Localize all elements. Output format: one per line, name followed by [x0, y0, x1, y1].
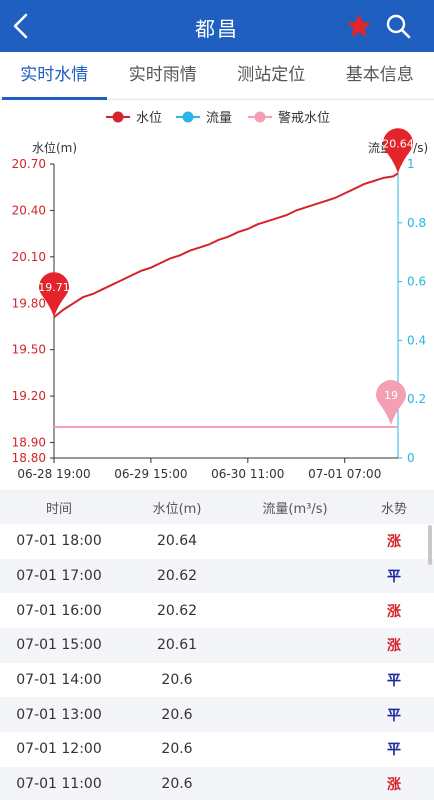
- y-tick-right-label: 1: [407, 157, 415, 171]
- table-body: 07-01 18:00 20.64 涨 07-01 17:00 20.62 平 07-01 …: [0, 524, 434, 800]
- scrollbar[interactable]: [428, 525, 432, 565]
- table-row[interactable]: 07-01 18:00 20.64 涨: [0, 524, 434, 559]
- x-ticks: 06-28 19:00 06-29 15:00 06-30 11:00 07-01 0…: [17, 458, 381, 481]
- legend-label-flow: 流量: [206, 111, 232, 126]
- cell-level: 20.62: [156, 568, 198, 585]
- pin-last-level-label: 20.64: [382, 137, 414, 150]
- y-tick-left-label: 20.10: [12, 250, 46, 264]
- pin-warning-level[interactable]: 19: [376, 380, 406, 426]
- cell-trend: 涨: [387, 534, 401, 551]
- x-tick-label: 07-01 07:00: [308, 467, 381, 481]
- y-tick-left-label: 18.80: [12, 451, 46, 465]
- cell-trend: 涨: [387, 603, 401, 620]
- header-level: 水位(m): [152, 501, 202, 517]
- cell-time: 07-01 11:00: [16, 776, 102, 793]
- cell-trend: 涨: [387, 777, 401, 794]
- cell-level: 20.64: [156, 533, 198, 550]
- y-tick-left-label: 19.50: [12, 343, 46, 357]
- x-tick-label: 06-28 19:00: [17, 467, 90, 481]
- cell-trend: 平: [387, 673, 401, 690]
- y-tick-left-label: 19.20: [12, 389, 46, 403]
- x-tick-label: 06-29 15:00: [114, 467, 187, 481]
- table-row[interactable]: 07-01 13:00 20.6 平: [0, 697, 434, 733]
- cell-time: 07-01 13:00: [16, 706, 102, 723]
- chart-svg: 水位 流量 警戒水位 水位(m) 流量(m³/s) 20: [12, 110, 429, 481]
- y-tick-left-label: 20.70: [12, 157, 46, 171]
- y-tick-right-label: 0.8: [407, 216, 426, 230]
- chevron-left-icon[interactable]: [6, 10, 36, 42]
- pin-last-level[interactable]: 20.64: [382, 128, 414, 174]
- cell-time: 07-01 16:00: [16, 602, 102, 619]
- cell-time: 07-01 17:00: [16, 568, 102, 585]
- tab-basic-info[interactable]: 基本信息: [345, 65, 414, 85]
- table-row[interactable]: 07-01 15:00 20.61 涨: [0, 628, 434, 663]
- cell-time: 07-01 15:00: [16, 637, 102, 654]
- table-row[interactable]: 07-01 11:00 20.6 涨: [0, 766, 434, 800]
- y-tick-left-label: 18.90: [12, 436, 46, 450]
- y-tick-left-label: 20.40: [12, 203, 46, 217]
- water-level-line: [53, 172, 399, 318]
- cell-trend: 平: [387, 569, 401, 586]
- table-row[interactable]: 07-01 17:00 20.62 平: [0, 558, 434, 594]
- cell-level: 20.6: [161, 741, 193, 758]
- search-icon[interactable]: [384, 12, 412, 40]
- star-icon[interactable]: [345, 12, 373, 40]
- page-title: 都昌: [195, 17, 239, 41]
- y-tick-right-label: 0.2: [407, 392, 426, 406]
- cell-time: 07-01 18:00: [16, 533, 102, 550]
- legend-label-water-level: 水位: [136, 111, 162, 126]
- cell-trend: 涨: [387, 638, 401, 655]
- cell-time: 07-01 14:00: [16, 672, 102, 689]
- header-flow: 流量(m³/s): [262, 501, 328, 517]
- header-trend: 水势: [380, 501, 407, 517]
- y-tick-right-label: 0.6: [407, 275, 426, 289]
- y-axis-left-label: 水位(m): [32, 140, 77, 155]
- y-tick-right-label: 0: [407, 451, 415, 465]
- table-row[interactable]: 07-01 12:00 20.6 平: [0, 732, 434, 767]
- cell-time: 07-01 12:00: [16, 741, 102, 758]
- y-ticks-right: 1 0.8 0.6 0.4 0.2 0: [398, 157, 426, 465]
- tab-bar: 实时水情 实时雨情 测站定位 基本信息: [0, 52, 434, 100]
- chart-legend: 水位 流量 警戒水位: [106, 110, 330, 126]
- table-row[interactable]: 07-01 14:00 20.6 平: [0, 663, 434, 698]
- tab-realtime-water[interactable]: 实时水情: [0, 52, 109, 100]
- cell-level: 20.6: [161, 776, 193, 793]
- chart-pins: 19.71 20.64 19: [38, 128, 414, 426]
- y-tick-right-label: 0.4: [407, 333, 426, 347]
- x-tick-label: 06-30 11:00: [211, 467, 284, 481]
- cell-level: 20.61: [156, 637, 198, 654]
- pin-first-level-label: 19.71: [38, 281, 70, 294]
- cell-level: 20.6: [161, 672, 193, 689]
- table-header: 时间 水位(m) 流量(m³/s) 水势: [0, 490, 434, 524]
- legend-item-flow[interactable]: 流量: [176, 111, 232, 126]
- cell-trend: 平: [387, 707, 401, 724]
- cell-level: 20.62: [156, 602, 198, 619]
- pin-first-level[interactable]: 19.71: [38, 272, 70, 318]
- table-row[interactable]: 07-01 16:00 20.62 涨: [0, 593, 434, 628]
- legend-item-warning-level[interactable]: 警戒水位: [248, 110, 330, 126]
- header-bar: 都昌: [0, 0, 434, 52]
- header-time: 时间: [45, 501, 72, 517]
- water-level-chart: 水位 流量 警戒水位 水位(m) 流量(m³/s) 20: [0, 100, 434, 490]
- pin-warning-level-label: 19: [384, 389, 398, 402]
- y-tick-left-label: 19.80: [12, 296, 46, 310]
- tab-realtime-rain[interactable]: 实时雨情: [128, 65, 197, 85]
- cell-level: 20.6: [161, 706, 193, 723]
- legend-label-warning-level: 警戒水位: [278, 110, 330, 126]
- tab-station-location[interactable]: 测站定位: [237, 65, 306, 85]
- legend-item-water-level[interactable]: 水位: [106, 111, 162, 126]
- cell-trend: 平: [387, 742, 401, 759]
- water-data-table: 时间 水位(m) 流量(m³/s) 水势 07-01 18:00 20.64 涨 07…: [0, 490, 434, 800]
